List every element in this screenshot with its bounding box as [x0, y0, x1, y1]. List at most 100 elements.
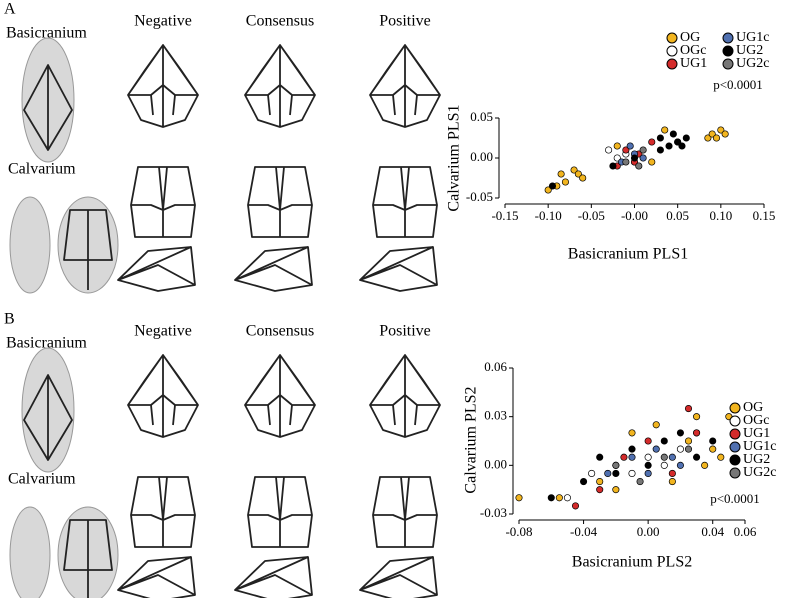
legend-label: OG	[743, 400, 763, 415]
calvarium-lateral-wireframe	[359, 556, 438, 598]
column-label: Consensus	[246, 13, 314, 30]
x-tick-label: 0.10	[709, 208, 732, 223]
y-tick-label: 0.00	[484, 456, 507, 471]
point	[639, 154, 647, 162]
legend-marker	[722, 45, 734, 57]
legend-label: OGc	[743, 413, 769, 428]
legend-label: OG	[680, 30, 700, 45]
point	[613, 142, 621, 150]
point	[596, 486, 604, 494]
point	[557, 170, 565, 178]
point	[660, 437, 668, 445]
x-tick-label: -0.05	[578, 208, 605, 223]
annotation: p<0.0001	[710, 491, 760, 506]
skull-lateral	[9, 196, 51, 294]
legend-label: OGc	[680, 43, 706, 58]
region-label: Basicranium	[6, 335, 87, 352]
region-label: Calvarium	[8, 471, 76, 488]
point	[701, 461, 709, 469]
point	[656, 146, 664, 154]
point	[668, 469, 676, 477]
x-axis-title: Basicranium PLS2	[572, 554, 692, 571]
point	[628, 469, 636, 477]
x-tick-label: 0.04	[701, 524, 724, 539]
column-label: Consensus	[246, 323, 314, 340]
x-tick-label: -0.00	[621, 208, 648, 223]
point	[709, 437, 717, 445]
point	[648, 138, 656, 146]
x-tick-label: 0.00	[637, 524, 660, 539]
basicranium-wireframe	[127, 44, 199, 128]
region-label: Calvarium	[8, 161, 76, 178]
legend-label: UG1	[743, 426, 770, 441]
panel-label: B	[4, 311, 15, 328]
legend-marker	[729, 467, 741, 479]
point	[596, 453, 604, 461]
calvarium-wireframe	[372, 476, 438, 548]
y-tick-label: 0.06	[484, 359, 507, 374]
point	[644, 469, 652, 477]
y-tick-label: 0.00	[470, 149, 493, 164]
point	[620, 453, 628, 461]
point	[628, 445, 636, 453]
point	[704, 134, 712, 142]
calvarium-wireframe	[372, 166, 438, 238]
legend-marker	[722, 58, 734, 70]
point	[709, 445, 717, 453]
skull-wireframe	[23, 374, 73, 461]
point	[609, 162, 617, 170]
point	[717, 126, 725, 134]
legend-marker	[666, 32, 678, 44]
legend-label: UG1	[680, 56, 707, 71]
point	[612, 486, 620, 494]
legend-marker	[729, 415, 741, 427]
x-axis-title: Basicranium PLS1	[568, 246, 688, 263]
y-tick-label: -0.03	[480, 505, 507, 520]
point	[612, 461, 620, 469]
point	[644, 437, 652, 445]
legend-marker	[729, 402, 741, 414]
point	[669, 130, 677, 138]
point	[636, 478, 644, 486]
point	[579, 174, 587, 182]
point	[515, 494, 523, 502]
column-label: Positive	[379, 323, 431, 340]
point	[684, 445, 693, 453]
point	[571, 502, 580, 510]
calvarium-lateral-wireframe	[117, 556, 196, 598]
legend-label: UG1c	[736, 30, 769, 45]
point	[648, 158, 656, 166]
legend-marker	[666, 58, 678, 70]
point	[628, 453, 636, 461]
y-tick-label: 0.05	[470, 109, 493, 124]
point	[708, 130, 716, 138]
y-axis-title: Calvarium PLS1	[446, 104, 463, 211]
point	[622, 158, 630, 166]
calvarium-lateral-wireframe	[234, 556, 313, 598]
point	[639, 146, 647, 154]
calvarium-wireframe	[247, 166, 313, 238]
region-label: Basicranium	[6, 25, 87, 42]
point	[684, 405, 693, 413]
legend-marker	[729, 441, 741, 453]
point	[570, 166, 578, 174]
point	[660, 461, 668, 469]
x-tick-label: 0.15	[753, 208, 776, 223]
x-tick-label: -0.15	[491, 208, 518, 223]
point	[678, 142, 686, 150]
basicranium-wireframe	[244, 354, 316, 438]
point	[613, 154, 621, 162]
legend-marker	[666, 45, 678, 57]
legend-label: UG2	[736, 43, 763, 58]
point	[661, 126, 669, 134]
x-tick-label: 0.06	[734, 524, 757, 539]
basicranium-wireframe	[127, 354, 199, 438]
point	[676, 461, 684, 469]
point	[548, 182, 557, 190]
point	[544, 186, 552, 194]
skull-wireframe	[63, 519, 113, 598]
skull-wireframe	[23, 64, 73, 151]
point	[622, 146, 630, 154]
point	[574, 170, 582, 178]
